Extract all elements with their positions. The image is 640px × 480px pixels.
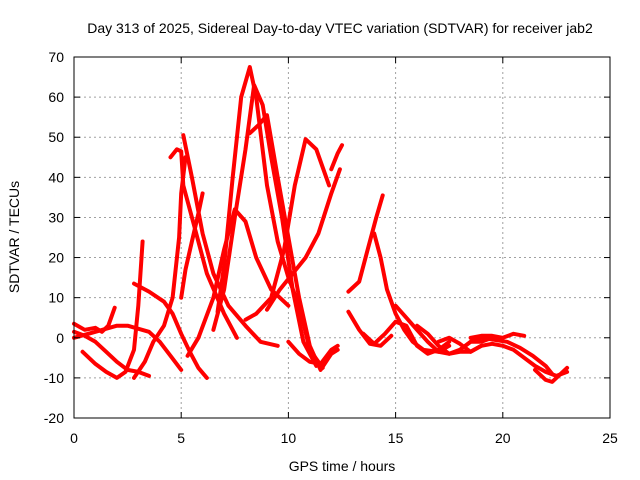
series-line-track-14 — [247, 113, 340, 372]
series-line-track-22 — [393, 303, 484, 356]
x-tick-label: 5 — [177, 430, 185, 446]
x-tick-label: 20 — [495, 430, 511, 446]
y-tick-label: -10 — [44, 370, 64, 386]
x-tick-label: 0 — [70, 430, 78, 446]
series-line-track-16 — [286, 339, 340, 366]
plot-frame — [73, 56, 611, 419]
y-tick-label: -20 — [44, 410, 64, 426]
grid — [74, 57, 610, 418]
x-tick-label: 15 — [388, 430, 404, 446]
x-axis-label: GPS time / hours — [289, 458, 396, 474]
x-tick-label: 25 — [602, 430, 618, 446]
series-line-track-27 — [533, 365, 570, 384]
data-series — [72, 65, 570, 384]
series-line-track-13 — [243, 137, 332, 322]
y-tick-label: 20 — [48, 250, 64, 266]
y-tick-label: 70 — [48, 49, 64, 65]
series-line-track-3 — [80, 239, 145, 380]
y-tick-label: 0 — [56, 330, 64, 346]
series-line-track-4 — [72, 323, 184, 372]
y-axis-label: SDTVAR / TECUs — [6, 181, 22, 293]
series-line-track-8 — [179, 191, 205, 300]
series-line-track-18 — [346, 193, 385, 294]
series-line-track-17 — [329, 143, 344, 172]
y-tick-label: 10 — [48, 290, 64, 306]
series-line-track-15 — [265, 167, 342, 312]
x-tick-label: 10 — [281, 430, 297, 446]
y-tick-label: 60 — [48, 89, 64, 105]
y-tick-label: 50 — [48, 129, 64, 145]
series-line-track-5 — [132, 155, 188, 380]
y-tick-label: 30 — [48, 209, 64, 225]
series-line-track-23 — [415, 323, 495, 356]
series-line-track-24 — [436, 335, 570, 378]
series-line-track-19 — [346, 309, 394, 348]
series-line-track-12 — [211, 83, 319, 368]
series-line-track-6 — [132, 281, 209, 380]
series-line-track-26 — [457, 335, 555, 376]
series-line-track-25 — [468, 331, 527, 340]
y-tick-label: 40 — [48, 169, 64, 185]
axis-ticks: 0 5 10 15 20 25 -20 -10 0 10 20 30 40 50 60 70 — [44, 49, 618, 446]
chart-title: Day 313 of 2025, Sidereal Day-to-day VTE… — [87, 20, 593, 36]
